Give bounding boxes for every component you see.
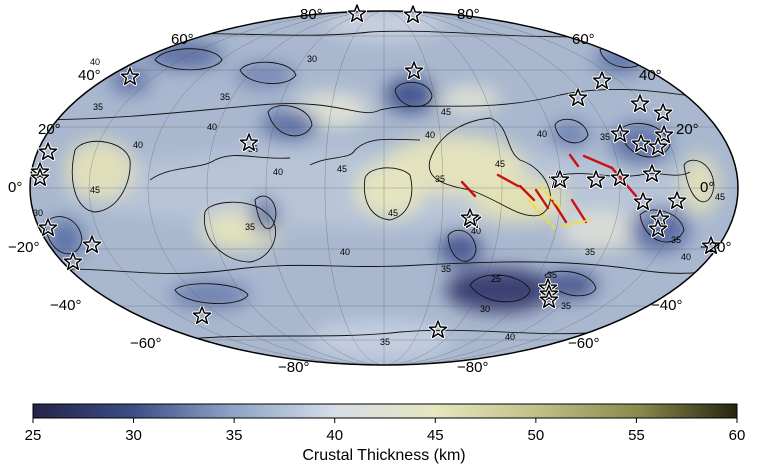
colorbar-tick-label: 45 [427, 427, 444, 444]
contour-label: 35 [547, 270, 557, 280]
colorbar-gradient [32, 403, 738, 419]
contour-label: 40 [425, 130, 435, 140]
graticule [30, 11, 738, 365]
contour-label: 30 [33, 208, 43, 218]
contour-label: 40 [471, 226, 481, 236]
contour-lines [30, 30, 738, 341]
map-outline [29, 10, 739, 366]
colorbar: 25 30 35 40 45 50 55 60 Crustal Thickness (km) [25, 403, 746, 464]
contour-label: 35 [245, 222, 255, 232]
contour-label: 35 [93, 102, 103, 112]
lat-label-left-2: 40° [78, 67, 101, 84]
contour-label: 40 [505, 332, 515, 342]
contour-label: 45 [337, 164, 347, 174]
contour-label: 40 [340, 247, 350, 257]
lat-label-left-8: −80° [278, 359, 309, 376]
red-fault [550, 198, 568, 224]
lat-label-right-6: −40° [651, 297, 682, 314]
contour-label: 35 [435, 174, 445, 184]
colorbar-tick-label: 30 [125, 427, 142, 444]
contour-label: 40 [207, 122, 217, 132]
map-body [30, 11, 738, 365]
colorbar-tick-label: 40 [326, 427, 343, 444]
contour-label: 30 [307, 54, 317, 64]
contour-label: 30 [480, 304, 490, 314]
contour-label: 40 [537, 129, 547, 139]
contour-label: 40 [273, 167, 283, 177]
red-fault [496, 173, 520, 188]
contour-label: 45 [90, 185, 100, 195]
contour-label: 45 [715, 192, 725, 202]
contour-label: 40 [90, 57, 100, 67]
colorbar-tick-label: 50 [528, 427, 545, 444]
contour-label: 45 [388, 208, 398, 218]
lat-label-right-2: 40° [639, 67, 662, 84]
contour-label: 35 [671, 235, 681, 245]
red-fault [568, 153, 580, 168]
colorbar-title: Crustal Thickness (km) [302, 447, 465, 464]
contour-label: 35 [600, 132, 610, 142]
colorbar-tick-label: 55 [628, 427, 645, 444]
colorbar-tick-label: 25 [25, 427, 42, 444]
colorbar-ticks: 25 30 35 40 45 50 55 60 [25, 418, 746, 444]
lat-label-left-4: 0° [8, 179, 22, 196]
lat-label-left-5: −20° [8, 239, 39, 256]
contour-label: 35 [585, 247, 595, 257]
yellow-fault [539, 185, 561, 209]
yellow-fault [561, 219, 591, 227]
lat-label-left-3: 20° [38, 121, 61, 138]
red-fault [570, 198, 588, 224]
contour-label: 35 [441, 264, 451, 274]
lat-label-right-4: 0° [700, 179, 714, 196]
lat-label-right-1: 60° [572, 31, 595, 48]
yellow-fault [527, 199, 557, 231]
lat-label-left-0: 80° [300, 6, 323, 23]
contour-label: 45 [441, 107, 451, 117]
red-fault [534, 188, 550, 210]
contour-label: 35 [561, 301, 571, 311]
lat-label-left-6: −40° [50, 297, 81, 314]
lat-label-left-7: −60° [130, 335, 161, 352]
lat-label-right-0: 80° [457, 6, 480, 23]
lat-label-right-8: −80° [457, 359, 488, 376]
latitude-labels-right: 80° 60° 40° 20° 0° −20° −40° −60° −80° [457, 6, 731, 376]
lat-label-right-3: 20° [676, 121, 699, 138]
colorbar-tick-label: 35 [226, 427, 243, 444]
lat-label-left-1: 60° [171, 31, 194, 48]
contour-labels: 4035303540403545404540453540454035454035… [33, 54, 725, 347]
contour-label: 45 [495, 159, 505, 169]
contour-label: 35 [220, 92, 230, 102]
red-fault [518, 184, 536, 202]
contour-label: 40 [133, 140, 143, 150]
red-fault [582, 154, 614, 170]
latitude-labels-left: 80° 60° 40° 20° 0° −20° −40° −60° −80° [8, 6, 323, 376]
contour-label: 25 [491, 274, 501, 284]
contour-label: 40 [681, 252, 691, 262]
contour-label: 35 [380, 337, 390, 347]
colorbar-tick-label: 60 [729, 427, 746, 444]
lat-label-right-7: −60° [568, 335, 599, 352]
lat-label-right-5: −20° [700, 239, 731, 256]
red-fault [460, 180, 477, 198]
